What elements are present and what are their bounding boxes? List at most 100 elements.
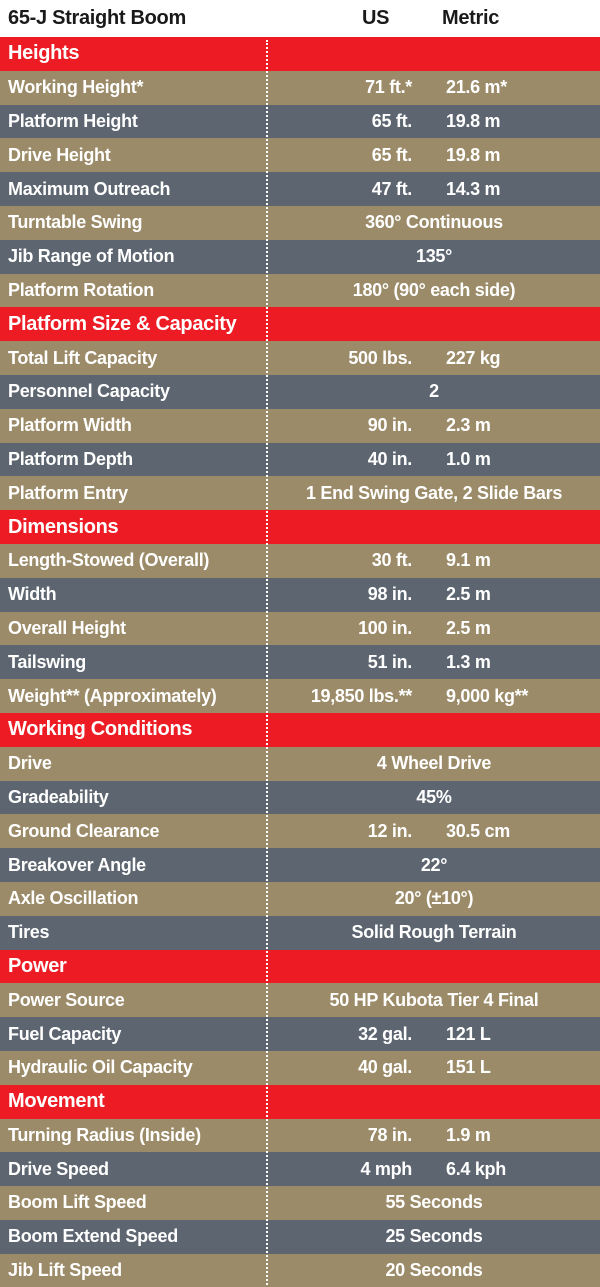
spec-row: Maximum Outreach 47 ft. 14.3 m: [0, 172, 600, 206]
spec-row: Boom Extend Speed 25 Seconds: [0, 1219, 600, 1254]
section-header: Working Conditions: [0, 712, 600, 747]
spec-value-us: 40 gal.: [358, 1057, 412, 1078]
spec-label: Weight** (Approximately): [8, 685, 217, 706]
spec-label: Platform Height: [8, 110, 138, 131]
spec-value: 4 Wheel Drive: [376, 753, 492, 774]
spec-label: Maximum Outreach: [8, 178, 171, 199]
spec-row: Working Height* 71 ft.* 21.6 m*: [0, 70, 600, 105]
spec-row: Platform Rotation 180° (90° each side): [0, 273, 600, 308]
spec-row: Platform Depth 40 in. 1.0 m: [0, 442, 600, 477]
spec-value-us: 71 ft.*: [365, 77, 412, 98]
spec-row: Turntable Swing 360° Continuous: [0, 205, 600, 240]
spec-value: 50 HP Kubota Tier 4 Final: [329, 989, 539, 1010]
spec-value: 2: [429, 381, 439, 402]
spec-label: Power Source: [8, 989, 125, 1010]
spec-row: Platform Entry 1 End Swing Gate, 2 Slide …: [0, 476, 600, 511]
spec-value-us: 19,850 lbs.**: [310, 685, 412, 706]
spec-row: Hydraulic Oil Capacity 40 gal. 151 L: [0, 1050, 600, 1085]
spec-value-us: 32 gal.: [358, 1023, 412, 1044]
section-title: Dimensions: [8, 515, 119, 538]
spec-row: Breakover Angle 22°: [0, 848, 600, 882]
spec-value: 135°: [415, 246, 453, 267]
spec-row: Ground Clearance 12 in. 30.5 cm: [0, 814, 600, 849]
section-title: Working Conditions: [8, 718, 193, 741]
spec-label: Overall Height: [8, 617, 126, 638]
spec-label: Tires: [8, 922, 50, 943]
spec-row: Width 98 in. 2.5 m: [0, 577, 600, 612]
spec-value-us: 30 ft.: [371, 550, 413, 571]
spec-value-metric: 19.8 m: [446, 144, 501, 165]
spec-value-metric: 1.0 m: [446, 448, 491, 469]
spec-row: Platform Height 65 ft. 19.8 m: [0, 104, 600, 139]
spec-value-metric: 9,000 kg**: [446, 685, 529, 706]
spec-value: 22°: [420, 854, 448, 875]
spec-label: Boom Extend Speed: [8, 1226, 178, 1247]
spec-label: Tailswing: [8, 651, 86, 672]
section-title: Power: [8, 954, 67, 977]
spec-value-us: 65 ft.: [371, 144, 413, 165]
section-header: Platform Size & Capacity: [0, 307, 600, 342]
spec-value-us: 4 mph: [360, 1158, 412, 1179]
section-header: Power: [0, 949, 600, 984]
spec-row: Length-Stowed (Overall) 30 ft. 9.1 m: [0, 543, 600, 578]
spec-row: Drive Height 65 ft. 19.8 m: [0, 138, 600, 173]
spec-value: 1 End Swing Gate, 2 Slide Bars: [305, 482, 563, 503]
spec-value-us: 65 ft.: [371, 110, 413, 131]
spec-label: Fuel Capacity: [8, 1023, 122, 1044]
spec-row: Tailswing 51 in. 1.3 m: [0, 645, 600, 680]
section-title: Movement: [8, 1090, 105, 1113]
spec-label: Jib Lift Speed: [8, 1260, 122, 1281]
spec-value-metric: 9.1 m: [446, 550, 491, 571]
spec-value-us: 78 in.: [367, 1124, 413, 1145]
spec-label: Axle Oscillation: [8, 888, 139, 909]
spec-row: Platform Width 90 in. 2.3 m: [0, 408, 600, 443]
spec-value-metric: 1.9 m: [446, 1124, 491, 1145]
spec-label: Length-Stowed (Overall): [8, 550, 210, 571]
spec-value: 25 Seconds: [385, 1226, 483, 1247]
spec-value-us: 90 in.: [367, 415, 413, 436]
spec-row: Weight** (Approximately) 19,850 lbs.** 9,0…: [0, 679, 600, 713]
spec-row: Drive Speed 4 mph 6.4 kph: [0, 1152, 600, 1187]
spec-value-metric: 1.3 m: [446, 651, 491, 672]
spec-label: Hydraulic Oil Capacity: [8, 1057, 193, 1078]
spec-row: Tires Solid Rough Terrain: [0, 915, 600, 950]
spec-label: Total Lift Capacity: [8, 347, 157, 368]
spec-value-metric: 2.5 m: [446, 617, 491, 638]
spec-row: Overall Height 100 in. 2.5 m: [0, 611, 600, 646]
spec-label: Drive Height: [8, 144, 111, 165]
spec-label: Drive Speed: [8, 1158, 109, 1179]
spec-label: Platform Rotation: [8, 279, 154, 300]
spec-label: Jib Range of Motion: [8, 246, 175, 267]
spec-label: Boom Lift Speed: [8, 1192, 147, 1213]
spec-value-us: 12 in.: [367, 820, 413, 841]
spec-label: Working Height*: [8, 77, 144, 98]
spec-value-metric: 30.5 cm: [446, 820, 510, 841]
spec-row: Fuel Capacity 32 gal. 121 L: [0, 1017, 600, 1051]
spec-value: 55 Seconds: [385, 1192, 483, 1213]
spec-row: Personnel Capacity 2: [0, 374, 600, 409]
spec-value-us: 40 in.: [367, 448, 413, 469]
spec-value-us: 100 in.: [358, 617, 412, 638]
spec-label: Turntable Swing: [8, 212, 143, 233]
spec-label: Ground Clearance: [8, 820, 160, 841]
spec-value-metric: 121 L: [446, 1023, 491, 1044]
spec-label: Platform Depth: [8, 448, 133, 469]
spec-row: Boom Lift Speed 55 Seconds: [0, 1186, 600, 1220]
spec-value-metric: 6.4 kph: [446, 1158, 506, 1179]
spec-row: Axle Oscillation 20° (±10°): [0, 881, 600, 916]
spec-value-metric: 21.6 m*: [446, 77, 507, 98]
section-header: Dimensions: [0, 510, 600, 544]
spec-label: Turning Radius (Inside): [8, 1124, 201, 1145]
spec-row: Turning Radius (Inside) 78 in. 1.9 m: [0, 1118, 600, 1153]
spec-value-metric: 2.3 m: [446, 415, 491, 436]
spec-value: 180° (90° each side): [352, 279, 516, 300]
spec-value-us: 98 in.: [367, 584, 413, 605]
spec-label: Platform Width: [8, 415, 132, 436]
us-column-header: US: [362, 7, 390, 29]
spec-value: Solid Rough Terrain: [351, 922, 517, 943]
spec-value-metric: 227 kg: [446, 347, 501, 368]
section-title: Heights: [8, 42, 80, 65]
spec-row: Jib Range of Motion 135°: [0, 239, 600, 274]
spec-value-metric: 19.8 m: [446, 110, 501, 131]
spec-value-us: 47 ft.: [371, 178, 413, 199]
